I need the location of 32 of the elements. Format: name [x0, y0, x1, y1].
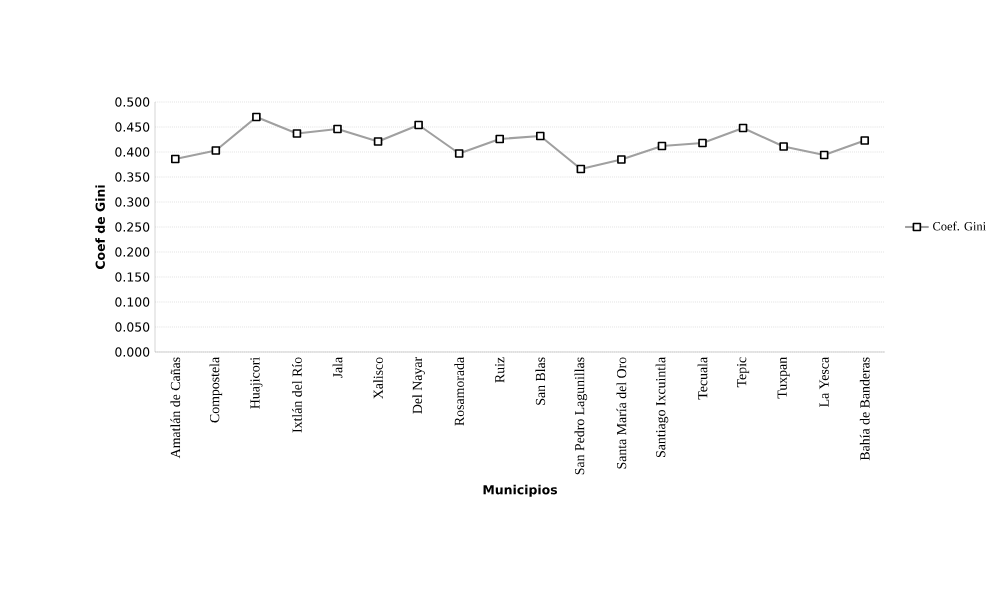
x-axis-title: Municipios	[483, 484, 558, 497]
x-tick-label: Santa María del Oro	[616, 357, 627, 469]
y-tick-label: 0.050	[115, 322, 150, 332]
y-tick-label: 0.200	[115, 247, 150, 257]
x-tick-label: Xalisco	[373, 357, 383, 399]
x-tick-label: Ixtlán del Río	[292, 357, 302, 433]
x-tick-label: Amatlán de Cañas	[170, 357, 181, 459]
y-tick-label: 0.300	[115, 197, 150, 207]
x-tick-label: Del Nayar	[412, 357, 425, 414]
y-axis-title: Coef de Gini	[95, 185, 105, 269]
y-tick-label: 0.250	[115, 222, 150, 232]
y-tick-label: 0.150	[115, 272, 150, 282]
y-tick-label: 0.350	[115, 172, 150, 182]
x-tick-label: Huajicori	[250, 357, 263, 409]
x-tick-label: Compostela	[209, 357, 223, 423]
y-tick-label: 0.000	[115, 347, 150, 357]
y-tick-label: 0.400	[115, 147, 150, 157]
y-tick-label: 0.100	[115, 297, 150, 307]
x-tick-label: Santiago Ixcuintla	[655, 357, 669, 458]
x-tick-label: Ruiz	[495, 357, 505, 383]
y-tick-label: 0.500	[115, 97, 150, 107]
x-tick-label: San Pedro Lagunillas	[574, 357, 588, 475]
x-tick-label: Tuxpan	[777, 357, 790, 399]
x-tick-label: San Blas	[535, 357, 546, 405]
y-tick-label: 0.450	[115, 122, 150, 132]
x-tick-label: Tepic	[737, 357, 750, 388]
x-tick-label: Tecuala	[697, 357, 708, 400]
x-tick-label: Rosamorada	[454, 357, 465, 426]
x-tick-label: Jala	[332, 357, 343, 379]
legend-label: Coef. Gini	[933, 221, 986, 231]
x-tick-label: La Yesca	[819, 357, 829, 407]
x-tick-label: Bahía de Banderas	[859, 357, 870, 461]
